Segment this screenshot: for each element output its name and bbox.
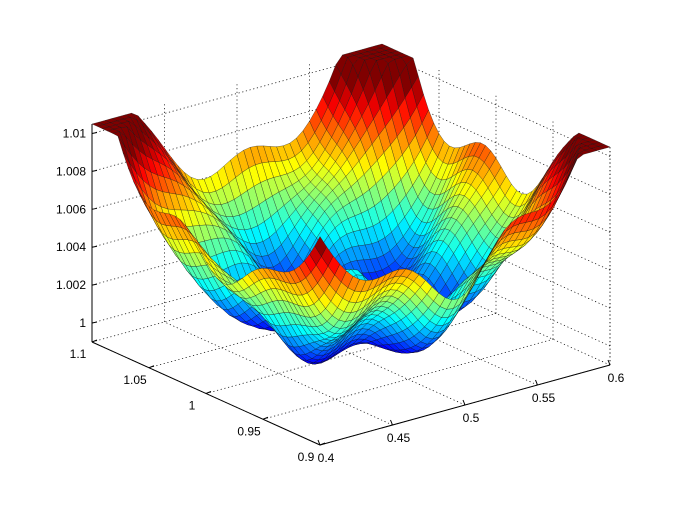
- y-tick-mark: [91, 339, 98, 343]
- y-tick-mark: [205, 391, 212, 394]
- wall-grid-line: [91, 166, 383, 248]
- x-tick-label: 0.45: [387, 431, 411, 445]
- z-tick-label: 1.004: [56, 240, 86, 254]
- y-tick-mark: [148, 365, 155, 369]
- y-tick-mark: [262, 416, 269, 420]
- y-tick-mark: [319, 442, 326, 446]
- z-tick-mark: [91, 245, 98, 248]
- wall-grid-line: [91, 204, 383, 286]
- z-tick-mark: [91, 169, 98, 172]
- z-tick-label: 1.008: [56, 164, 86, 178]
- x-tick-mark: [317, 439, 321, 446]
- z-tick-mark: [91, 283, 98, 286]
- x-tick-label: 0.6: [608, 371, 625, 385]
- y-tick-label: 1.1: [70, 347, 87, 361]
- x-tick-label: 0.55: [532, 391, 556, 405]
- x-tick-label: 0.5: [463, 411, 480, 425]
- wall-grid-line: [91, 242, 383, 324]
- z-tick-label: 1.01: [63, 126, 87, 140]
- x-tick-mark: [462, 399, 466, 406]
- axes: [91, 124, 611, 446]
- floor-grid-line: [91, 261, 383, 343]
- z-tick-mark: [91, 131, 98, 134]
- surface-mesh: [91, 43, 611, 365]
- z-tick-label: 1.002: [56, 278, 86, 292]
- x-tick-mark: [535, 379, 538, 386]
- x-tick-mark: [607, 359, 611, 366]
- y-tick-label: 0.95: [237, 424, 261, 438]
- floor-grid-line: [148, 287, 440, 369]
- floor-grid-line: [205, 313, 497, 394]
- x-tick-label: 0.4: [318, 451, 335, 465]
- z-tick-mark: [91, 321, 98, 324]
- z-tick-mark: [91, 207, 98, 210]
- y-tick-label: 1: [189, 399, 196, 413]
- z-tick-label: 1: [79, 316, 86, 330]
- surface-patch: [314, 236, 327, 257]
- x-tick-mark: [390, 419, 393, 426]
- y-tick-label: 1.05: [123, 373, 147, 387]
- floor-grid-line: [262, 338, 554, 420]
- z-tick-label: 1.006: [56, 202, 86, 216]
- y-tick-label: 0.9: [298, 450, 315, 464]
- tick-labels: 0.4 0.45 0.5 0.55 0.6 0.9 0.95 1 1.05 1.1 1 1.002 1.…: [56, 126, 625, 465]
